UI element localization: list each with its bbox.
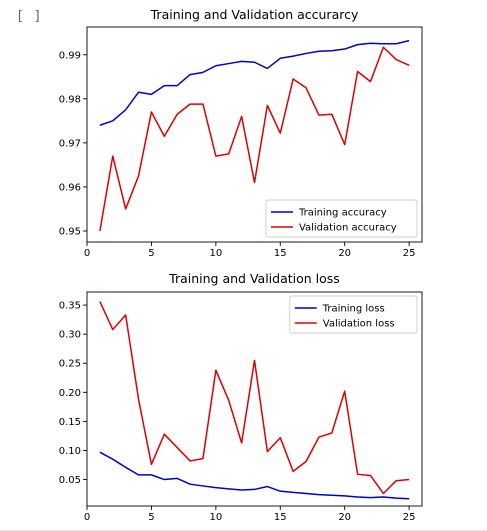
x-tick-label: 0 xyxy=(84,248,90,259)
x-tick-label: 10 xyxy=(209,512,222,523)
y-tick-label: 0.05 xyxy=(59,475,81,486)
series-line-validation-loss xyxy=(99,301,410,495)
legend-label-training-loss: Training loss xyxy=(322,304,385,315)
y-tick-label: 0.25 xyxy=(59,359,81,370)
x-tick-label: 15 xyxy=(274,248,287,259)
x-tick-label: 5 xyxy=(148,512,154,523)
x-tick-label: 20 xyxy=(338,512,351,523)
chart-title: Training and Validation accurarcy xyxy=(150,7,359,22)
x-tick-label: 25 xyxy=(403,248,416,259)
y-tick-label: 0.15 xyxy=(59,417,81,428)
accuracy-chart: Training and Validation accurarcy 0 5 10 15 2… xyxy=(59,7,423,259)
y-tick-label: 0.95 xyxy=(59,226,81,237)
y-tick-label: 0.96 xyxy=(59,182,81,193)
series-line-validation-accuracy xyxy=(99,46,410,232)
series-line-training-loss xyxy=(99,451,410,500)
y-tick-label: 0.30 xyxy=(59,330,81,341)
cell-run-indicator[interactable]: [ ] xyxy=(16,9,43,24)
x-tick-label: 10 xyxy=(209,248,222,259)
legend-label-training-accuracy: Training accuracy xyxy=(298,208,387,219)
plot-frame xyxy=(86,26,423,243)
x-tick-label: 5 xyxy=(148,248,154,259)
cell-gutter: [ ] xyxy=(0,0,70,531)
y-tick-label: 0.99 xyxy=(59,50,81,61)
legend-box xyxy=(289,295,418,334)
x-tick-label: 15 xyxy=(274,512,287,523)
x-tick-label: 25 xyxy=(403,512,416,523)
y-tick-label: 0.98 xyxy=(59,94,81,105)
legend-label-validation-loss: Validation loss xyxy=(323,319,395,330)
chart-title: Training and Validation loss xyxy=(168,271,340,286)
y-tick-label: 0.20 xyxy=(59,388,81,399)
legend: Training accuracy Validation accuracy xyxy=(265,199,418,238)
x-tick-label: 20 xyxy=(338,248,351,259)
legend: Training loss Validation loss xyxy=(289,295,418,334)
y-tick-label: 0.35 xyxy=(59,301,81,312)
loss-chart: Training and Validation loss 0 5 10 15 20 25 0.… xyxy=(59,271,423,523)
y-tick-label: 0.10 xyxy=(59,446,81,457)
x-tick-label: 0 xyxy=(84,512,90,523)
y-tick-label: 0.97 xyxy=(59,138,81,149)
series-line-training-accuracy xyxy=(99,39,410,126)
plot-frame xyxy=(86,291,423,507)
legend-label-validation-accuracy: Validation accuracy xyxy=(299,223,397,234)
legend-box xyxy=(265,199,418,238)
